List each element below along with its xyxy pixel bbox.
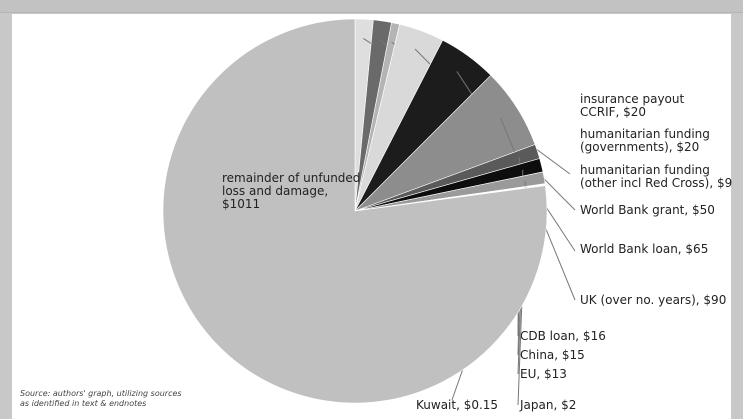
- slice-label: Kuwait, $0.15: [416, 398, 498, 412]
- slice-label: humanitarian funding (governments), $20: [580, 127, 710, 154]
- slice-label: World Bank loan, $65: [580, 242, 708, 256]
- header-band: [0, 0, 743, 13]
- pie-slice: [162, 18, 548, 404]
- source-note: Source: authors' graph, utilizing source…: [20, 389, 182, 408]
- slice-label: EU, $13: [520, 367, 567, 381]
- slice-label: China, $15: [520, 348, 585, 362]
- slice-label: remainder of unfunded loss and damage, $10…: [222, 171, 360, 211]
- slice-label: CDB loan, $16: [520, 329, 606, 343]
- slice-label: UK (over no. years), $90: [580, 293, 726, 307]
- slice-label: World Bank grant, $50: [580, 203, 715, 217]
- slice-label: humanitarian funding (other incl Red Cros…: [580, 163, 732, 190]
- slice-label: insurance payout CCRIF, $20: [580, 92, 685, 119]
- slice-label: Japan, $2: [519, 398, 576, 412]
